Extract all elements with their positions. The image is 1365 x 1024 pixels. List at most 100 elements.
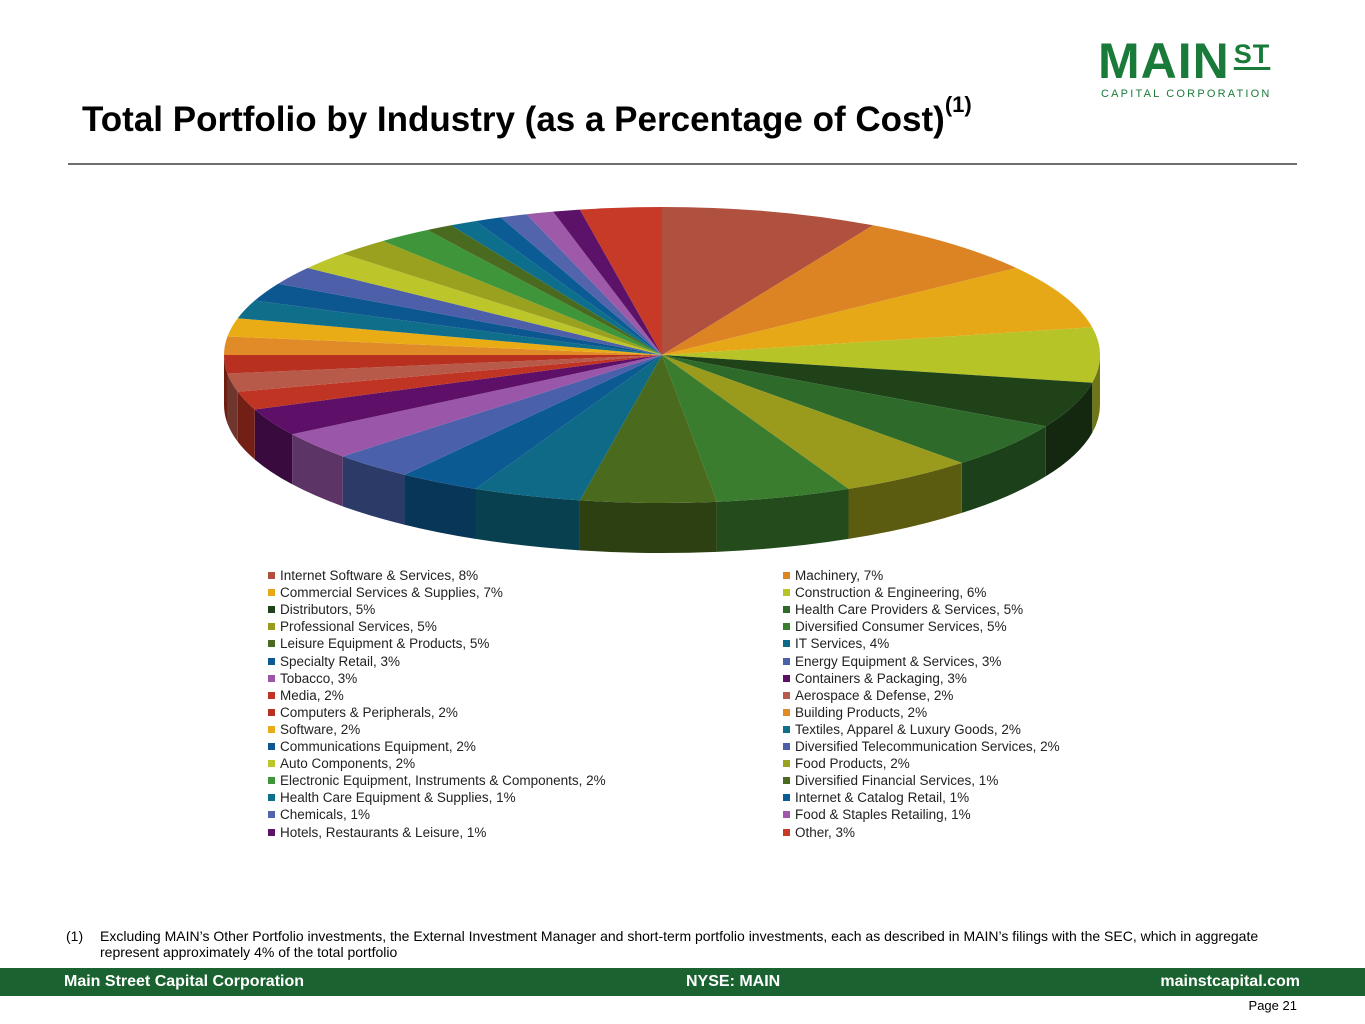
pie-slice-25 <box>382 230 662 355</box>
legend-label: Aerospace & Defense, 2% <box>795 687 954 703</box>
legend-swatch <box>783 589 790 597</box>
pie-slice-18 <box>224 336 662 355</box>
pie-slice-21 <box>254 283 662 355</box>
page-title-text: Total Portfolio by Industry (as a Percen… <box>82 100 945 139</box>
pie-slice-side-7 <box>848 462 962 539</box>
pie-slice-side-10 <box>475 488 580 551</box>
page-label: Page <box>1248 998 1279 1013</box>
legend-item: Diversified Telecommunication Services, … <box>783 738 1060 755</box>
logo-main-text: MAIN <box>1098 33 1230 89</box>
pie-slice-4 <box>662 327 1100 383</box>
legend-item: Machinery, 7% <box>783 567 883 584</box>
pie-slice-24 <box>342 240 662 355</box>
legend-swatch <box>783 777 790 785</box>
legend-swatch <box>783 725 790 733</box>
pie-slice-side-5 <box>1045 382 1093 477</box>
legend-item: Diversified Consumer Services, 5% <box>783 618 1007 635</box>
pie-slice-side-15 <box>237 391 255 460</box>
title-footnote-marker: (1) <box>944 92 972 117</box>
legend-label: Health Care Equipment & Supplies, 1% <box>280 790 516 806</box>
legend-item: Building Products, 2% <box>783 704 927 721</box>
footer-website[interactable]: mainstcapital.com <box>1160 973 1300 990</box>
pie-slice-19 <box>227 318 662 355</box>
legend-label: IT Services, 4% <box>795 636 890 652</box>
legend-swatch <box>783 623 790 631</box>
pie-slice-26 <box>427 225 662 355</box>
pie-chart <box>224 207 1100 553</box>
pie-slice-2 <box>662 225 1017 355</box>
legend-swatch <box>268 589 275 597</box>
legend-swatch <box>783 674 790 682</box>
legend-item: IT Services, 4% <box>783 635 889 652</box>
legend-item: Professional Services, 5% <box>268 618 437 635</box>
legend-label: Food Products, 2% <box>795 756 910 772</box>
legend-item: Leisure Equipment & Products, 5% <box>268 635 489 652</box>
legend-swatch <box>783 657 790 665</box>
legend-label: Distributors, 5% <box>280 602 376 618</box>
legend-label: Software, 2% <box>280 721 361 737</box>
pie-slice-9 <box>579 355 717 503</box>
legend-item: Internet Software & Services, 8% <box>268 567 478 584</box>
legend-swatch <box>783 640 790 648</box>
legend-swatch <box>268 725 275 733</box>
pie-slice-13 <box>292 355 662 457</box>
legend-item: Health Care Providers & Services, 5% <box>783 601 1023 618</box>
legend-swatch <box>783 572 790 579</box>
pie-slice-side-16 <box>227 373 238 442</box>
pie-slice-side-11 <box>404 474 476 539</box>
legend-item: Construction & Engineering, 6% <box>783 584 986 601</box>
legend-swatch <box>783 691 790 699</box>
pie-slice-14 <box>254 355 662 435</box>
legend-item: Specialty Retail, 3% <box>268 653 400 670</box>
page-number-value: 21 <box>1282 998 1297 1013</box>
legend-item: Internet & Catalog Retail, 1% <box>783 789 969 806</box>
legend-swatch <box>268 760 275 768</box>
pie-slice-11 <box>404 355 662 489</box>
pie-slice-1 <box>662 207 874 355</box>
pie-slice-side-17 <box>224 355 228 424</box>
legend-item: Communications Equipment, 2% <box>268 738 476 755</box>
logo-st-text: ST <box>1233 39 1271 69</box>
legend-item: Chemicals, 1% <box>268 806 370 823</box>
pie-slice-12 <box>342 355 662 475</box>
legend-label: Professional Services, 5% <box>280 619 437 635</box>
company-logo: MAIN ST CAPITAL CORPORATION <box>1098 36 1278 100</box>
legend-swatch <box>268 811 275 819</box>
pie-slice-27 <box>450 221 662 355</box>
legend-item: Media, 2% <box>268 687 344 704</box>
legend-item: Health Care Equipment & Supplies, 1% <box>268 789 516 806</box>
legend-swatch <box>783 760 790 768</box>
legend-label: Health Care Providers & Services, 5% <box>795 602 1024 618</box>
legend-item: Auto Components, 2% <box>268 755 415 772</box>
pie-slice-5 <box>662 355 1093 427</box>
legend-swatch <box>268 606 275 614</box>
legend-label: Internet Software & Services, 8% <box>280 568 479 583</box>
logo-subtitle: CAPITAL CORPORATION <box>1101 88 1272 100</box>
legend-item: Food & Staples Retailing, 1% <box>783 806 971 823</box>
legend-label: Chemicals, 1% <box>280 807 371 823</box>
legend-label: Leisure Equipment & Products, 5% <box>280 636 490 652</box>
title-divider <box>68 163 1297 165</box>
legend-swatch <box>268 623 275 631</box>
legend-swatch <box>783 811 790 819</box>
legend-item: Diversified Financial Services, 1% <box>783 772 998 789</box>
pie-slice-28 <box>475 217 662 355</box>
pie-slice-22 <box>278 268 662 355</box>
legend-label: Commercial Services & Supplies, 7% <box>280 585 503 601</box>
legend-swatch <box>268 691 275 699</box>
pie-slice-7 <box>662 355 962 489</box>
pie-slice-side-13 <box>292 434 343 507</box>
pie-slice-20 <box>237 300 663 355</box>
pie-slice-15 <box>237 355 663 410</box>
legend-label: Textiles, Apparel & Luxury Goods, 2% <box>795 721 1021 737</box>
legend-swatch <box>268 828 275 836</box>
legend-swatch <box>268 640 275 648</box>
pie-slice-side-6 <box>961 426 1046 513</box>
legend-label: Construction & Engineering, 6% <box>795 585 987 601</box>
legend-label: Tobacco, 3% <box>280 670 358 686</box>
pie-slice-3 <box>662 268 1093 355</box>
legend-item: Containers & Packaging, 3% <box>783 670 967 687</box>
footnote: (1) Excluding MAIN’s Other Portfolio inv… <box>66 928 1291 960</box>
legend-item: Other, 3% <box>783 824 855 841</box>
pie-slice-31 <box>553 209 662 355</box>
